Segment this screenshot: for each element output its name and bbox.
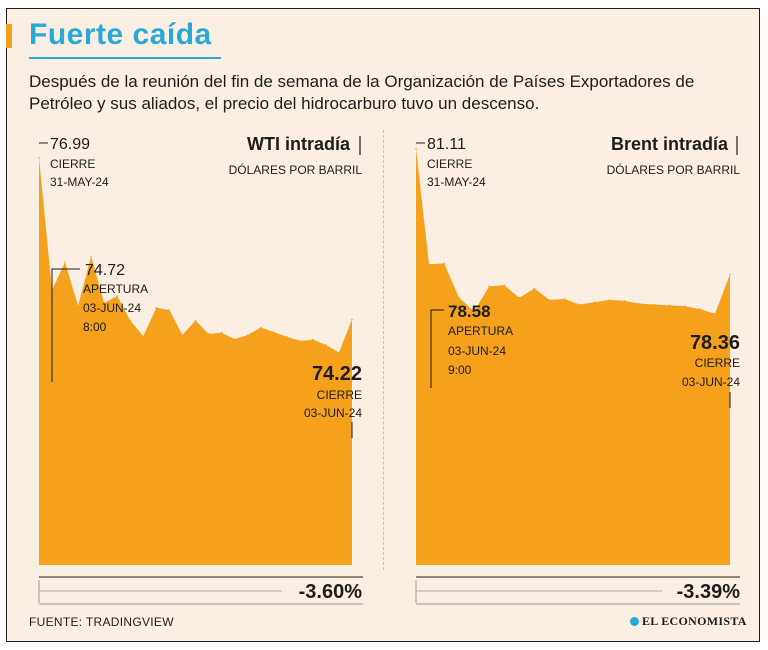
brent-end-date: 03-JUN-24 bbox=[682, 375, 740, 389]
brent-data-point bbox=[488, 285, 491, 288]
wti-data-point bbox=[233, 338, 236, 340]
wti-data-point bbox=[168, 309, 171, 311]
brent-data-point bbox=[443, 262, 445, 265]
brent-data-point bbox=[729, 273, 731, 276]
brent-data-point bbox=[699, 308, 701, 310]
page-title: Fuerte caída bbox=[29, 18, 212, 51]
wti-end-label: CIERRE bbox=[317, 388, 362, 402]
wti-data-point bbox=[194, 319, 197, 322]
brent-end-value: 78.36 bbox=[690, 332, 740, 354]
brent-data-point bbox=[654, 303, 656, 306]
wti-change-percent: -3.60% bbox=[299, 581, 363, 603]
wti-data-point bbox=[64, 261, 66, 264]
brent-open-time: 9:00 bbox=[448, 363, 472, 377]
wti-data-point bbox=[351, 318, 353, 321]
title-underline bbox=[29, 57, 221, 59]
brent-start-date: 31-MAY-24 bbox=[427, 175, 486, 189]
brent-data-point bbox=[428, 263, 430, 266]
brent-data-point bbox=[503, 284, 506, 287]
wti-data-point bbox=[338, 351, 340, 354]
wti-unit-label: DÓLARES POR BARRIL bbox=[229, 162, 363, 177]
wti-open-date: 03-JUN-24 bbox=[83, 301, 141, 315]
brent-data-point bbox=[623, 300, 626, 302]
subtitle: Después de la reunión del fin de semana … bbox=[29, 72, 695, 113]
brent-data-point bbox=[415, 147, 417, 150]
wti-data-point bbox=[116, 295, 118, 297]
brent-data-point bbox=[684, 305, 686, 308]
brent-change-percent: -3.39% bbox=[677, 581, 741, 603]
wti-start-value: 76.99 bbox=[50, 136, 90, 153]
panel-divider bbox=[383, 130, 384, 570]
brent-start-label: CIERRE bbox=[427, 157, 472, 171]
brent-chart-title: Brent intradía bbox=[611, 134, 729, 154]
wti-data-point bbox=[299, 340, 301, 342]
wti-data-point bbox=[246, 334, 249, 336]
wti-end-date: 03-JUN-24 bbox=[304, 406, 362, 420]
wti-start-label: CIERRE bbox=[50, 157, 95, 171]
wti-end-value: 74.22 bbox=[312, 363, 362, 385]
wti-chart-title: WTI intradía bbox=[247, 134, 351, 154]
brent-data-point bbox=[533, 287, 536, 290]
wti-data-point bbox=[286, 336, 288, 338]
brent-open-value: 78.58 bbox=[448, 302, 491, 321]
brand-name: EL ECONOMISTA bbox=[642, 614, 747, 628]
brent-data-point bbox=[518, 296, 521, 299]
wti-data-point bbox=[90, 255, 92, 258]
brent-data-point bbox=[473, 310, 475, 313]
brent-unit-label: DÓLARES POR BARRIL bbox=[607, 162, 741, 177]
brent-data-point bbox=[578, 303, 581, 306]
brent-data-points bbox=[415, 147, 731, 315]
brent-data-point bbox=[638, 302, 641, 305]
wti-data-point bbox=[129, 319, 132, 322]
brent-data-point bbox=[593, 301, 596, 304]
brent-open-leader bbox=[430, 309, 444, 388]
wti-data-point bbox=[325, 344, 327, 346]
brent-area-series bbox=[416, 148, 730, 565]
wti-open-value: 74.72 bbox=[85, 262, 125, 279]
brent-panel: -3.39% Brent intradía DÓLARES POR BARRIL… bbox=[415, 134, 741, 605]
wti-data-point bbox=[181, 334, 184, 336]
wti-data-point bbox=[207, 333, 210, 335]
wti-data-point bbox=[38, 157, 40, 159]
wti-area-series bbox=[39, 158, 352, 565]
wti-data-point bbox=[220, 331, 223, 334]
wti-panel: -3.60% WTI intradía DÓLARES POR BARRIL 7… bbox=[38, 134, 363, 605]
wti-open-label: APERTURA bbox=[83, 282, 148, 296]
wti-data-point bbox=[272, 331, 275, 333]
wti-open-leader bbox=[51, 268, 80, 382]
brand-logo: EL ECONOMISTA bbox=[630, 614, 747, 629]
source-note: FUENTE: TRADINGVIEW bbox=[29, 615, 174, 629]
wti-start-date: 31-MAY-24 bbox=[50, 175, 109, 189]
wti-data-point bbox=[259, 326, 262, 329]
brent-data-point bbox=[548, 299, 551, 301]
brent-data-point bbox=[458, 296, 460, 299]
brent-data-point bbox=[563, 298, 566, 300]
brent-open-date: 03-JUN-24 bbox=[448, 344, 506, 358]
title-accent-bar bbox=[6, 24, 12, 48]
brand-globe-icon bbox=[630, 617, 639, 626]
wti-open-time: 8:00 bbox=[83, 320, 107, 334]
brent-end-label: CIERRE bbox=[695, 356, 740, 370]
brent-start-value: 81.11 bbox=[427, 136, 466, 153]
brent-data-point bbox=[669, 304, 671, 307]
wti-data-point bbox=[103, 302, 105, 304]
brent-data-point bbox=[608, 299, 611, 301]
brent-data-point bbox=[714, 312, 716, 315]
wti-data-point bbox=[77, 305, 79, 307]
wti-data-point bbox=[155, 306, 158, 309]
brent-open-label: APERTURA bbox=[448, 324, 513, 338]
wti-data-point bbox=[312, 338, 314, 341]
wti-data-point bbox=[142, 335, 145, 338]
